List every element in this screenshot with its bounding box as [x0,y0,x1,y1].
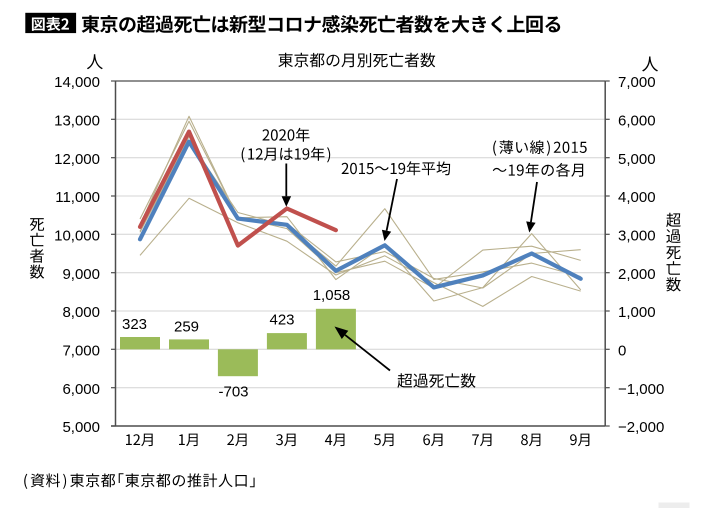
svg-text:6,000: 6,000 [618,113,656,130]
svg-text:4,000: 4,000 [618,189,656,206]
svg-text:1,058: 1,058 [313,287,351,304]
svg-text:1,000: 1,000 [618,304,656,321]
svg-text:-703: -703 [218,383,248,400]
svg-text:6,000: 6,000 [62,381,100,398]
svg-text:323: 323 [122,316,147,333]
svg-text:259: 259 [174,319,199,336]
svg-text:7,000: 7,000 [618,74,656,91]
svg-text:8,000: 8,000 [62,304,100,321]
svg-text:10,000: 10,000 [54,228,100,245]
svg-text:7,000: 7,000 [62,343,100,360]
svg-text:423: 423 [269,312,294,329]
svg-text:−2,000: −2,000 [618,419,664,436]
svg-text:12,000: 12,000 [54,151,100,168]
svg-text:3,000: 3,000 [618,228,656,245]
svg-text:5,000: 5,000 [618,151,656,168]
svg-text:13,000: 13,000 [54,113,100,130]
svg-text:11,000: 11,000 [55,189,100,206]
svg-text:2,000: 2,000 [618,266,656,283]
svg-text:0: 0 [618,343,626,360]
svg-text:14,000: 14,000 [54,74,100,91]
svg-text:5,000: 5,000 [62,419,100,436]
svg-text:9,000: 9,000 [62,266,100,283]
svg-text:−1,000: −1,000 [618,381,664,398]
